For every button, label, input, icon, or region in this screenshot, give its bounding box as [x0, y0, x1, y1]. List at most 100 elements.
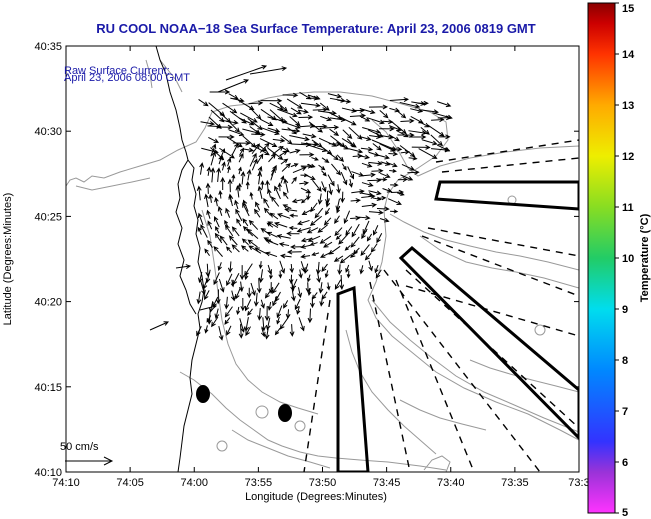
current-vector [276, 233, 291, 239]
current-vector [380, 172, 391, 178]
current-vector [288, 274, 294, 285]
current-vector [213, 215, 220, 228]
y-axis-ticks: 40:35 40:30 40:25 40:20 40:15 40:10 [34, 41, 579, 479]
current-vector [263, 207, 272, 216]
current-vector [362, 127, 382, 134]
current-vector [368, 210, 384, 215]
current-vector [372, 225, 379, 236]
current-vector [226, 157, 232, 167]
current-vector [323, 241, 333, 248]
current-vector [399, 101, 421, 109]
current-vector [301, 209, 312, 216]
current-vector [306, 274, 311, 283]
current-vector [276, 305, 283, 319]
current-vector [277, 108, 298, 118]
current-vector [205, 182, 211, 194]
current-vector [235, 185, 241, 198]
current-vector [204, 248, 211, 256]
current-vector [280, 158, 289, 165]
coastline [155, 46, 205, 472]
current-vector [368, 260, 374, 272]
current-vector [279, 260, 286, 274]
current-vector [320, 115, 332, 122]
current-vector [208, 193, 213, 203]
current-vector [386, 162, 398, 168]
current-vector [361, 202, 378, 208]
colorbar-tick-label: 15 [622, 3, 634, 15]
current-vector [286, 231, 300, 237]
current-vector [224, 296, 230, 310]
current-vector [368, 190, 382, 196]
current-vector [358, 154, 371, 160]
x-tick-label: 74:10 [52, 477, 80, 489]
current-vector [410, 108, 424, 114]
current-vector [377, 195, 387, 201]
current-vector [339, 144, 350, 150]
current-vector [306, 175, 316, 180]
current-vector [329, 128, 340, 136]
current-vector [343, 210, 351, 224]
current-vector [340, 171, 348, 186]
current-vector [289, 116, 301, 127]
current-vector [239, 318, 245, 333]
current-vector [438, 134, 451, 140]
current-vector [246, 287, 252, 299]
current-vector [217, 79, 250, 93]
current-vector [348, 126, 363, 140]
current-vector [219, 235, 228, 246]
current-vector [290, 163, 299, 168]
current-vector [269, 212, 279, 220]
current-vector [396, 130, 409, 138]
current-vector [291, 278, 298, 290]
current-vector [321, 181, 327, 193]
current-vector [378, 154, 390, 160]
current-vector [254, 208, 261, 218]
x-axis-label: Longitude (Degrees:Minutes) [245, 491, 387, 503]
island-blob-west [196, 385, 210, 403]
current-vector [319, 251, 332, 258]
current-vector [289, 148, 301, 154]
current-vector [372, 143, 382, 151]
current-vector [207, 220, 213, 230]
current-vector [390, 182, 399, 188]
colorbar-tick-label: 13 [622, 100, 634, 112]
current-vector [307, 287, 312, 296]
outline-polygon-south [336, 285, 370, 472]
current-vector [296, 306, 301, 315]
current-vector [417, 100, 429, 106]
current-vector [334, 227, 343, 237]
current-vector [265, 239, 279, 246]
current-vector [249, 126, 261, 135]
x-tick-label: 74:05 [116, 477, 144, 489]
current-vector [244, 271, 249, 281]
current-vector [326, 282, 331, 291]
x-tick-label: 73:35 [501, 477, 529, 489]
current-vector [306, 191, 311, 201]
current-vector [379, 217, 390, 223]
current-vector [200, 224, 208, 238]
current-vector [420, 126, 430, 135]
current-vector [256, 278, 262, 294]
current-vector [224, 224, 234, 237]
current-vector [220, 148, 226, 157]
current-vector [251, 132, 266, 137]
current-vector [257, 171, 263, 185]
current-vector [318, 164, 326, 171]
current-vector [335, 234, 342, 240]
current-vector [382, 188, 393, 193]
colorbar-tick-label: 14 [622, 49, 635, 61]
current-vector [267, 301, 273, 311]
current-vector [257, 308, 263, 321]
current-vector [240, 112, 258, 123]
current-vector [215, 289, 221, 305]
outline-polygon-east [434, 180, 579, 211]
current-vector [279, 150, 288, 157]
current-vector [149, 321, 170, 331]
current-vector [267, 147, 284, 161]
current-vector [291, 176, 297, 184]
current-vector [255, 201, 261, 211]
current-vector [226, 136, 243, 148]
current-vector [376, 206, 390, 212]
current-vector [197, 271, 203, 284]
current-vector [336, 184, 341, 194]
